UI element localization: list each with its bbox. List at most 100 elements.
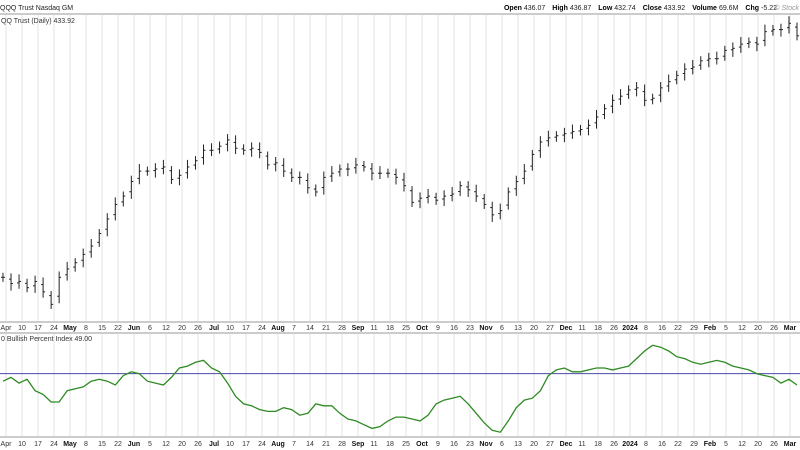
x-tick-label: 20 (530, 441, 538, 448)
x-tick-label: 13 (514, 325, 522, 332)
x-tick-label: 27 (546, 325, 554, 332)
x-tick-label: 26 (610, 325, 618, 332)
price-bar (225, 134, 230, 152)
price-bar (442, 190, 447, 207)
ohlc-value: 436.07 (524, 5, 546, 12)
price-bar (626, 85, 631, 99)
x-tick-label: 24 (50, 441, 58, 448)
x-tick-label: 11 (578, 325, 585, 332)
x-tick-label: 26 (194, 325, 202, 332)
x-tick-label: 15 (98, 441, 106, 448)
x-tick-label: 10 (18, 325, 26, 332)
x-tick-label: 6 (500, 441, 504, 448)
x-tick-label: 22 (674, 325, 682, 332)
x-tick-label: 16 (450, 441, 458, 448)
x-tick-label: 23 (466, 441, 474, 448)
x-tick-label: 13 (514, 441, 522, 448)
price-bar (353, 157, 358, 174)
price-bar (1, 272, 5, 282)
ohlc-value: 69.6M (719, 5, 739, 12)
indicator-x-axis: Apr 10 17 24 May 8 15 22 Jun 5 12 20 26 Jul 10 17 24 Aug 7… (1, 441, 797, 448)
x-tick-label: Apr (1, 325, 13, 332)
x-tick-label: Sep (352, 441, 365, 448)
price-bar (73, 258, 78, 272)
x-tick-label: 10 (18, 441, 26, 448)
price-bars (1, 16, 799, 309)
price-bar (113, 197, 118, 221)
x-tick-label: 26 (770, 325, 778, 332)
price-bar (642, 84, 647, 107)
price-bar (498, 203, 503, 220)
price-bar (9, 273, 14, 291)
price-bar (329, 166, 334, 182)
price-bar (546, 130, 551, 147)
x-tick-label: 20 (754, 441, 762, 448)
x-tick-label: 11 (370, 441, 377, 448)
price-bar (129, 175, 134, 199)
price-bar (610, 94, 615, 114)
price-bar (770, 24, 775, 36)
price-bar (666, 74, 671, 92)
price-bar (81, 248, 86, 268)
price-bar (241, 144, 246, 155)
x-tick-label: 8 (644, 325, 648, 332)
price-x-axis: Apr 10 17 24 May 8 15 22 Jun 6 12 20 26 Jul 10 17 24 Aug 7… (1, 325, 797, 332)
x-tick-label: 12 (162, 441, 170, 448)
x-tick-label: 17 (242, 325, 250, 332)
x-tick-label: Jul (209, 441, 219, 448)
x-tick-label: Aug (271, 325, 285, 332)
x-tick-label: 26 (194, 441, 202, 448)
x-tick-label: 2024 (622, 441, 638, 448)
price-bar (169, 166, 174, 185)
x-tick-label: 7 (292, 441, 296, 448)
x-tick-label: 22 (114, 325, 122, 332)
x-tick-label: 24 (258, 325, 266, 332)
x-tick-label: 18 (594, 325, 602, 332)
x-tick-label: Nov (479, 441, 492, 448)
price-bar (393, 168, 398, 185)
ohlc-value: -5.22 (761, 5, 777, 12)
x-tick-label: Jun (128, 325, 140, 332)
price-bar (321, 171, 326, 195)
ohlc-value: 432.74 (614, 5, 636, 12)
price-bar (578, 124, 583, 136)
x-tick-label: 26 (610, 441, 618, 448)
x-tick-label: 14 (306, 441, 314, 448)
price-bar (474, 184, 479, 202)
price-bar (257, 142, 262, 159)
ohlc-label: Low (598, 5, 613, 12)
chart-title: QQQ Trust Nasdaq GM (0, 5, 73, 12)
indicator-panel-label: 0 Bullish Percent Index 49.00 (1, 336, 92, 343)
x-tick-label: 18 (594, 441, 602, 448)
price-bar (795, 22, 799, 41)
x-tick-label: 18 (386, 441, 394, 448)
x-tick-label: 25 (402, 325, 410, 332)
price-bar (530, 149, 535, 171)
price-bar (121, 191, 126, 207)
price-bar (137, 164, 142, 185)
x-tick-label: 20 (178, 325, 186, 332)
price-bar (562, 127, 567, 143)
price-bar (65, 261, 70, 281)
watermark: © Stock (774, 4, 799, 12)
x-tick-label: 21 (322, 441, 330, 448)
price-bar (201, 144, 206, 165)
x-tick-label: 17 (34, 441, 42, 448)
price-bar (514, 175, 519, 196)
x-tick-label: 26 (770, 441, 778, 448)
ohlc-label: Chg (745, 5, 759, 12)
price-bar (161, 159, 166, 175)
ohlc-label: Close (643, 5, 662, 12)
x-tick-label: 20 (530, 325, 538, 332)
price-bar (698, 56, 703, 70)
price-bar (281, 158, 286, 177)
price-bar (738, 37, 743, 53)
price-bar (522, 164, 527, 185)
price-bar (746, 37, 751, 49)
price-bar (217, 141, 222, 154)
price-bar (426, 189, 431, 204)
x-tick-label: Dec (560, 325, 573, 332)
x-tick-label: Feb (704, 441, 716, 448)
price-panel-label: QQ Trust (Daily) 433.92 (1, 18, 75, 25)
x-tick-label: 23 (466, 325, 474, 332)
